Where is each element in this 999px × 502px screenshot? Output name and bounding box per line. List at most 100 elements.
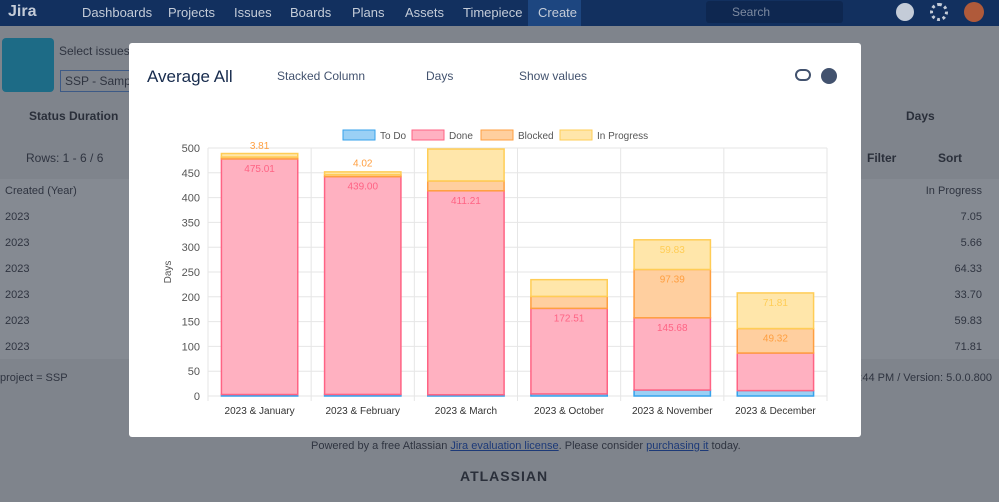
- table-cell: 7.05: [960, 211, 982, 223]
- nav-item[interactable]: Issues: [234, 5, 272, 20]
- nav-item[interactable]: Boards: [290, 5, 332, 20]
- value-label: 4.02: [353, 159, 373, 170]
- x-tick-label: 2023 & December: [735, 406, 816, 417]
- value-label: 3.81: [250, 141, 270, 152]
- help-icon[interactable]: [896, 3, 914, 21]
- legend-label: Blocked: [518, 131, 554, 142]
- bar-segment: [736, 327, 815, 354]
- legend-label: Done: [449, 131, 473, 142]
- value-label: 439.00: [347, 182, 378, 193]
- logo[interactable]: Jira: [8, 3, 37, 20]
- footer-part: today.: [708, 440, 741, 452]
- top-nav: Jira Dashboards Projects Issues Boards P…: [0, 0, 999, 26]
- download-icon[interactable]: [795, 69, 811, 81]
- version-info: 24 12:44 PM / Version: 5.0.0.800: [831, 372, 992, 384]
- avatar[interactable]: [964, 2, 984, 22]
- dialog-title: Average All: [147, 67, 233, 86]
- value-label: 172.51: [554, 313, 585, 324]
- search-box[interactable]: Search: [706, 1, 843, 23]
- x-tick-label: 2023 & October: [534, 406, 605, 417]
- rows-info: Rows: 1 - 6 / 6: [26, 151, 104, 165]
- project-input[interactable]: SSP - Sampl: [60, 70, 139, 92]
- table-cell: 64.33: [954, 263, 982, 275]
- bar-segment: [736, 389, 815, 397]
- bar-segment: [633, 389, 712, 397]
- table-cell: 71.81: [954, 341, 982, 353]
- values-select[interactable]: Show values: [519, 69, 588, 83]
- bar-segment: [323, 171, 402, 176]
- y-tick-label: 100: [182, 341, 200, 353]
- legend-swatch: [411, 129, 445, 141]
- value-label: 71.81: [763, 298, 788, 309]
- bar-segment: [426, 148, 505, 182]
- value-label: 475.01: [244, 164, 275, 175]
- project-avatar: [2, 38, 54, 92]
- nav-item[interactable]: Assets: [405, 5, 445, 20]
- table-cell: 5.66: [960, 237, 982, 249]
- report-select[interactable]: Status Duration: [29, 109, 119, 123]
- legend-label: To Do: [380, 131, 407, 142]
- column-header: Created (Year): [5, 185, 77, 197]
- days-select[interactable]: Days: [906, 109, 935, 123]
- y-tick-label: 350: [182, 217, 200, 229]
- filter-button[interactable]: Filter: [867, 151, 897, 165]
- value-label: 411.21: [451, 196, 481, 207]
- table-cell: 2023: [5, 211, 30, 223]
- table-cell: 2023: [5, 341, 30, 353]
- create-button[interactable]: Create: [528, 0, 581, 26]
- nav-item[interactable]: Projects: [168, 5, 215, 20]
- license-link[interactable]: Jira evaluation license: [450, 440, 559, 452]
- table-cell: 2023: [5, 237, 30, 249]
- nav-item[interactable]: Timepiece: [463, 5, 523, 20]
- table-cell: 2023: [5, 289, 30, 301]
- value-label: 59.83: [660, 245, 685, 256]
- table-cell: 59.83: [954, 315, 982, 327]
- sort-button[interactable]: Sort: [938, 151, 962, 165]
- bar-segment: [220, 152, 299, 158]
- y-tick-label: 500: [182, 143, 200, 155]
- search-placeholder: Search: [732, 5, 771, 19]
- x-tick-label: 2023 & January: [225, 406, 295, 417]
- y-tick-label: 400: [182, 193, 200, 205]
- y-tick-label: 450: [182, 168, 200, 180]
- brand: ATLASSIAN: [460, 468, 549, 484]
- bar-segment: [633, 317, 712, 391]
- x-tick-label: 2023 & November: [632, 406, 713, 417]
- value-label: 145.68: [657, 323, 688, 334]
- legend-swatch: [480, 129, 514, 141]
- table-cell: 2023: [5, 315, 30, 327]
- table-cell: 33.70: [954, 289, 982, 301]
- query-link[interactable]: project = SSP: [0, 372, 68, 384]
- chart: 0 50 100 150 200 250 300 350 400 450 500 Days To Do D…: [163, 129, 828, 417]
- bar-segment: [633, 239, 712, 271]
- y-tick-label: 300: [182, 242, 200, 254]
- bar-segment: [530, 295, 609, 310]
- bar-segment: [426, 180, 505, 192]
- column-header: In Progress: [925, 185, 982, 197]
- legend-swatch: [342, 129, 376, 141]
- create-label: Create: [538, 5, 578, 20]
- select-label: Select issues u: [59, 44, 140, 58]
- nav-item[interactable]: Plans: [352, 5, 385, 20]
- chart-dialog: Average All Stacked Column Days Show val…: [129, 43, 861, 437]
- legend-swatch: [559, 129, 593, 141]
- bar-segment: [323, 175, 402, 396]
- footer-part: Powered by a free Atlassian: [311, 440, 451, 452]
- y-axis-title: Days: [163, 261, 174, 284]
- y-tick-label: 150: [182, 317, 200, 329]
- y-tick-label: 200: [182, 292, 200, 304]
- y-tick-label: 50: [188, 366, 200, 378]
- y-tick-label: 0: [194, 391, 200, 403]
- chart-type-select[interactable]: Stacked Column: [277, 69, 366, 83]
- unit-select[interactable]: Days: [426, 69, 454, 83]
- help-icon[interactable]: [821, 68, 837, 84]
- bar-segment: [736, 352, 815, 392]
- legend-label: In Progress: [597, 131, 648, 142]
- nav-item[interactable]: Dashboards: [82, 5, 153, 20]
- y-tick-label: 250: [182, 267, 200, 279]
- x-tick-label: 2023 & March: [435, 406, 497, 417]
- purchase-link[interactable]: purchasing it: [646, 440, 709, 452]
- settings-icon[interactable]: [930, 3, 948, 21]
- bar-segment: [530, 278, 609, 298]
- value-label: 97.39: [660, 274, 685, 285]
